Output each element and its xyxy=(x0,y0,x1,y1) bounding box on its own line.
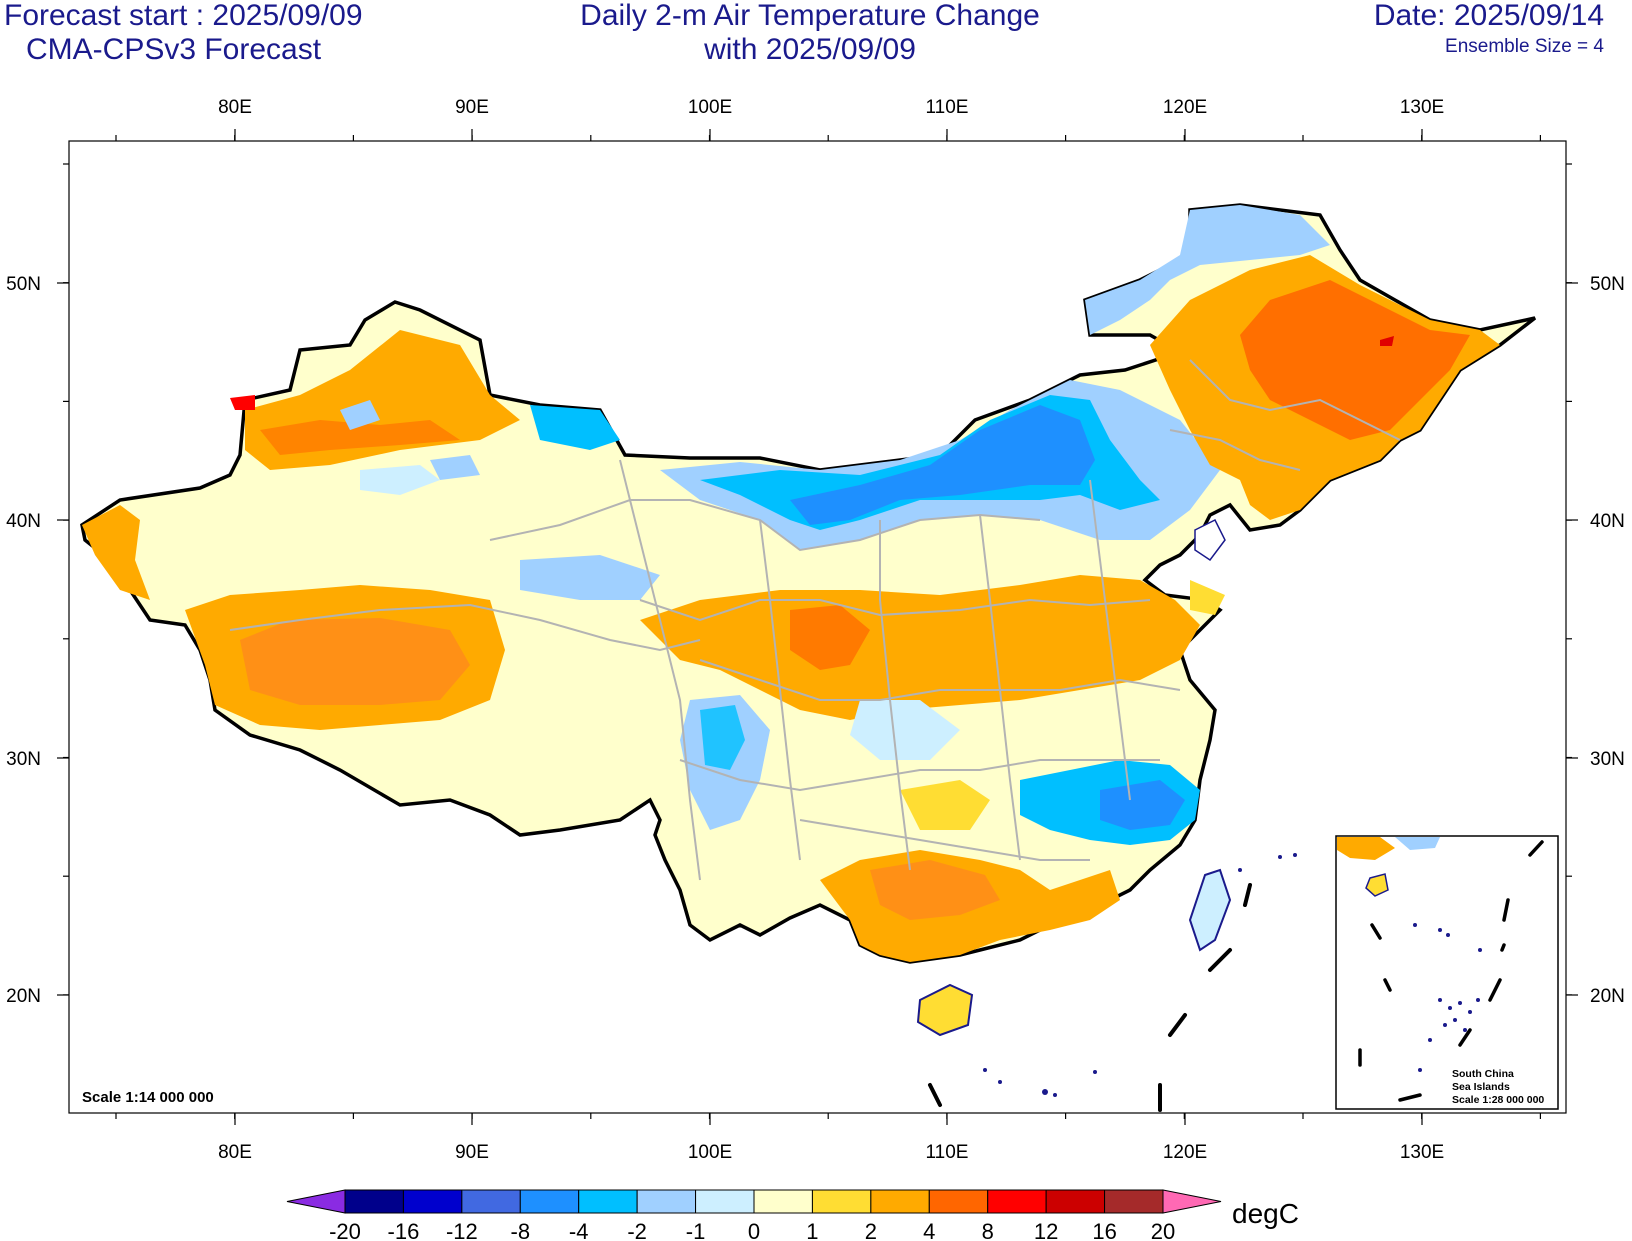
lon-label-top: 130E xyxy=(1400,97,1444,118)
colorbar-right-arrow xyxy=(1162,1189,1222,1214)
colorbar-tick-label: -1 xyxy=(686,1219,706,1241)
inset-title-line2: Sea Islands xyxy=(1452,1081,1510,1093)
temperature-field xyxy=(80,203,1537,1112)
lat-label-right: 30N xyxy=(1590,749,1625,770)
lat-label-left: 20N xyxy=(6,986,41,1007)
small-islands xyxy=(983,853,1297,1097)
lat-label-left: 40N xyxy=(6,511,41,532)
colorbar-box xyxy=(987,1189,1047,1214)
colorbar-box xyxy=(461,1189,521,1214)
colorbar-tick-label: 16 xyxy=(1092,1219,1116,1241)
colorbar-tick-label: -4 xyxy=(569,1219,589,1241)
colorbar-box xyxy=(519,1189,580,1214)
map-subtitle: with 2025/09/09 xyxy=(704,33,916,66)
scale-label: Scale 1:14 000 000 xyxy=(82,1089,214,1106)
model-label: CMA-CPSv3 Forecast xyxy=(26,33,322,66)
lon-label-top: 100E xyxy=(688,97,732,118)
ensemble-size-label: Ensemble Size = 4 xyxy=(1445,36,1604,57)
province-boundaries xyxy=(229,359,1401,881)
colorbar-tick-label: 20 xyxy=(1151,1219,1175,1241)
colorbar-tick-label: -16 xyxy=(388,1219,420,1241)
colorbar-tick-label: -8 xyxy=(511,1219,531,1241)
colorbar-tick-label: 12 xyxy=(1034,1219,1058,1241)
lon-label-top: 110E xyxy=(926,97,969,118)
lon-label-top: 90E xyxy=(455,97,489,118)
forecast-start-label: Forecast start : 2025/09/09 xyxy=(4,0,363,32)
colorbar-box xyxy=(870,1189,930,1214)
lon-label-top: 120E xyxy=(1163,97,1207,118)
lon-label-bottom: 80E xyxy=(218,1142,252,1163)
colorbar-box xyxy=(402,1189,463,1214)
lon-label-bottom: 130E xyxy=(1400,1142,1444,1163)
colorbar-box xyxy=(928,1189,989,1214)
lat-label-right: 40N xyxy=(1590,511,1625,532)
colorbar-box xyxy=(1104,1189,1164,1214)
valid-date-label: Date: 2025/09/14 xyxy=(1373,0,1604,32)
colorbar-tick-label: 0 xyxy=(748,1219,760,1241)
lon-label-bottom: 90E xyxy=(455,1142,489,1163)
lon-label-top: 80E xyxy=(218,97,252,118)
colorbar-box xyxy=(344,1189,404,1214)
taiwan-island xyxy=(1188,868,1232,952)
colorbar-box xyxy=(578,1189,638,1214)
lat-label-right: 20N xyxy=(1590,986,1625,1007)
colorbar: -20 -16 -12 -8 -4 -2 -1 0 1 2 4 8 12 16 20 xyxy=(286,1189,1222,1241)
colorbar-box xyxy=(753,1189,813,1214)
lat-label-left: 50N xyxy=(6,274,41,295)
hainan-island xyxy=(916,983,974,1037)
colorbar-left-arrow xyxy=(286,1189,346,1214)
colorbar-tick-label: -2 xyxy=(627,1219,647,1241)
inset-scale-label: Scale 1:28 000 000 xyxy=(1452,1094,1544,1106)
lat-label-left: 30N xyxy=(6,749,41,770)
colorbar-tick-label: 2 xyxy=(865,1219,877,1241)
colorbar-tick-label: 1 xyxy=(806,1219,818,1241)
lon-label-bottom: 110E xyxy=(926,1142,969,1163)
colorbar-tick-label: -20 xyxy=(329,1219,361,1241)
colorbar-box xyxy=(695,1189,755,1214)
colorbar-tick-label: 8 xyxy=(982,1219,994,1241)
colorbar-box xyxy=(636,1189,697,1214)
lat-label-right: 50N xyxy=(1590,274,1625,295)
colorbar-tick-label: 4 xyxy=(923,1219,935,1241)
nine-dash-line xyxy=(928,883,1252,1112)
lon-label-bottom: 120E xyxy=(1163,1142,1207,1163)
colorbar-tick-label: -12 xyxy=(446,1219,478,1241)
colorbar-box xyxy=(811,1189,872,1214)
colorbar-box xyxy=(1045,1189,1106,1214)
south-china-sea-inset: South China Sea Islands Scale 1:28 000 0… xyxy=(1335,835,1559,1110)
lon-label-bottom: 100E xyxy=(688,1142,732,1163)
inset-title-line1: South China xyxy=(1452,1068,1514,1080)
colorbar-unit-label: degC xyxy=(1232,1198,1299,1229)
map-title: Daily 2-m Air Temperature Change xyxy=(580,0,1040,32)
